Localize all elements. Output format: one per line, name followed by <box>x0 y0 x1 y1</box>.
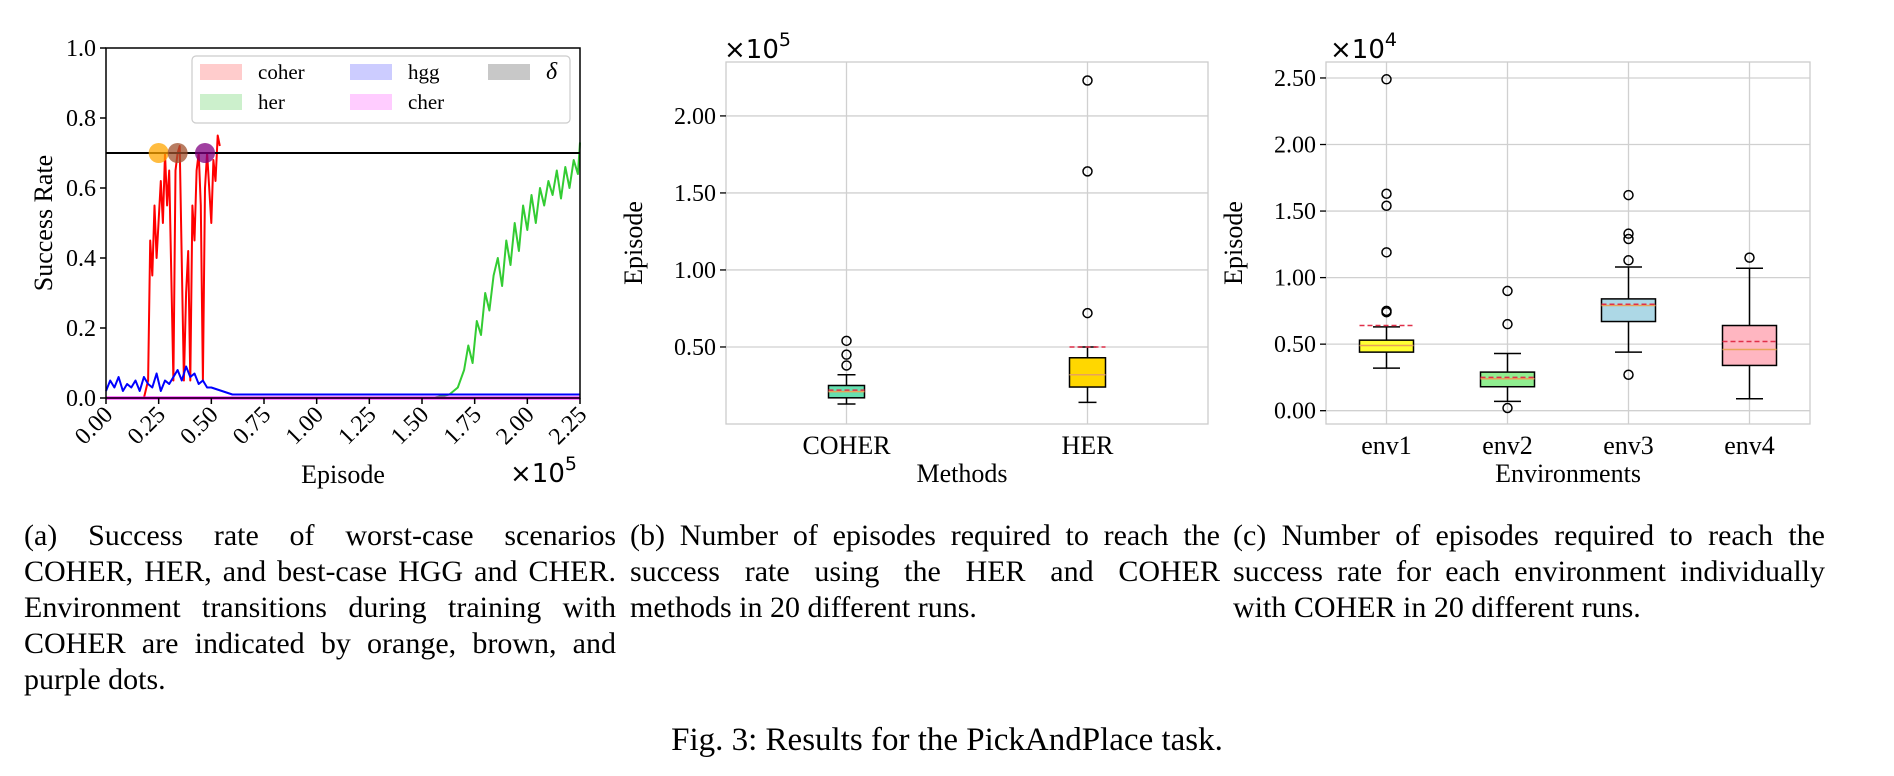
x-tick-label: env2 <box>1482 431 1533 460</box>
box-body <box>1600 298 1657 323</box>
x-tick-label: 1.50 <box>386 402 434 450</box>
y-exponent-label: ×105 <box>724 29 791 65</box>
box-env3 <box>1600 189 1657 381</box>
x-tick-label: 0.25 <box>123 402 171 450</box>
outlier-point <box>1623 233 1634 245</box>
y-tick-label: 1.00 <box>674 258 716 284</box>
legend-label-1: coher <box>258 60 305 84</box>
outlier-point <box>1502 402 1513 414</box>
x-tick-label: 0.50 <box>175 402 223 450</box>
box-body <box>1721 324 1778 367</box>
outlier-point <box>1381 74 1392 85</box>
outlier-point <box>1744 252 1755 263</box>
y-tick-label: 0.0 <box>66 386 96 412</box>
y-tick-label: 0.00 <box>1274 399 1316 425</box>
outlier-point <box>1381 247 1392 258</box>
subcaption-a: (a) Success rate of worst-case scenarios… <box>24 519 616 696</box>
plot-frame <box>725 61 1209 425</box>
y-axis-label: Success Rate <box>29 155 58 291</box>
legend-swatch-5 <box>350 94 392 110</box>
y-tick-label: 2.00 <box>674 104 716 130</box>
outlier-point <box>1082 307 1093 319</box>
box-COHER <box>827 335 866 405</box>
outlier-point <box>841 349 852 360</box>
legend-label-2: hgg <box>408 60 440 84</box>
x-axis-label: Environments <box>1495 459 1641 488</box>
figure-caption: Fig. 3: Results for the PickAndPlace tas… <box>671 722 1223 758</box>
series-line-coher <box>106 134 221 399</box>
y-tick-label: 0.50 <box>674 335 716 361</box>
x-tick-label: 2.25 <box>544 402 592 450</box>
y-tick-label: 1.00 <box>1274 266 1316 292</box>
x-tick-label: COHER <box>802 431 891 460</box>
y-exponent-label: ×104 <box>1330 29 1397 65</box>
legend-label-5: cher <box>408 90 444 114</box>
panel-a-success-rate-chart: 0.00.20.40.60.81.00.00 0.25 0.50 0.75 1.00 1.… <box>29 36 592 489</box>
box-env2 <box>1479 285 1536 414</box>
legend-swatch-3 <box>488 64 530 80</box>
outlier-point <box>1082 75 1093 86</box>
outlier-point <box>1502 318 1513 330</box>
y-axis-label: Episode <box>619 201 648 285</box>
box-HER <box>1068 75 1107 404</box>
x-tick-label: env1 <box>1361 431 1412 460</box>
x-axis-label: Methods <box>917 459 1008 488</box>
plot-frame <box>1325 61 1811 425</box>
series-line-hgg <box>105 365 580 396</box>
legend-label-3: δ <box>546 59 558 85</box>
legend-label-4: her <box>258 90 285 114</box>
series-line-her <box>432 142 581 399</box>
y-tick-label: 1.50 <box>674 181 716 207</box>
panel-c-environments-boxplot: env1 env2 env3 env4 0.00 0.50 1.00 1.50 2.00 2.50… <box>1219 29 1811 488</box>
subcaption-b: (b) Number of episodes required to reach… <box>630 519 1220 624</box>
y-tick-label: 2.00 <box>1274 133 1316 159</box>
y-tick-label: 1.50 <box>1274 199 1316 225</box>
box-env1 <box>1358 74 1415 369</box>
legend-swatch-4 <box>200 94 242 110</box>
outlier-point <box>1381 200 1392 211</box>
outlier-point <box>1381 305 1392 317</box>
y-tick-label: 2.50 <box>1274 66 1316 92</box>
outlier-point <box>1502 285 1513 297</box>
x-tick-label: env4 <box>1724 431 1775 460</box>
outlier-point <box>1381 188 1392 200</box>
legend: coher hgg δ her cher <box>191 55 571 124</box>
legend-box <box>191 55 571 124</box>
subcaption-c: (c) Number of episodes required to reach… <box>1233 519 1825 624</box>
box-body <box>1068 357 1107 388</box>
plot-frame <box>105 47 581 399</box>
y-tick-label: 0.8 <box>66 106 96 132</box>
x-tick-label: 2.00 <box>491 402 539 450</box>
y-tick-label: 0.6 <box>66 176 96 202</box>
outlier-point <box>841 335 852 347</box>
panel-b-methods-boxplot: COHER HER 0.50 1.00 1.50 2.00 Methods Episode ×1… <box>619 29 1209 488</box>
x-exponent-label: ×105 <box>510 453 577 489</box>
transition-dot-2 <box>167 143 188 163</box>
legend-swatch-2 <box>350 64 392 80</box>
x-tick-label: env3 <box>1603 431 1654 460</box>
outlier-point <box>841 360 852 371</box>
outlier-point <box>1623 255 1634 266</box>
outlier-point <box>1623 228 1634 239</box>
x-tick-label: 1.00 <box>281 402 329 450</box>
x-tick-label: 0.75 <box>228 402 276 450</box>
y-tick-label: 1.0 <box>66 36 96 62</box>
x-tick-label: HER <box>1062 431 1115 460</box>
y-axis-label: Episode <box>1219 201 1248 285</box>
box-env4 <box>1721 252 1778 400</box>
y-tick-label: 0.2 <box>66 316 96 342</box>
x-axis-label: Episode <box>301 460 385 489</box>
outlier-point <box>1623 369 1634 381</box>
transition-dot-3 <box>195 143 216 163</box>
y-tick-label: 0.50 <box>1274 332 1316 358</box>
x-tick-label: 1.25 <box>333 402 381 450</box>
y-tick-label: 0.4 <box>66 246 96 272</box>
outlier-point <box>1623 189 1634 201</box>
outlier-point <box>1082 166 1093 177</box>
transition-dot-1 <box>148 143 169 163</box>
legend-swatch-1 <box>200 64 242 80</box>
x-tick-label: 1.75 <box>439 402 487 450</box>
